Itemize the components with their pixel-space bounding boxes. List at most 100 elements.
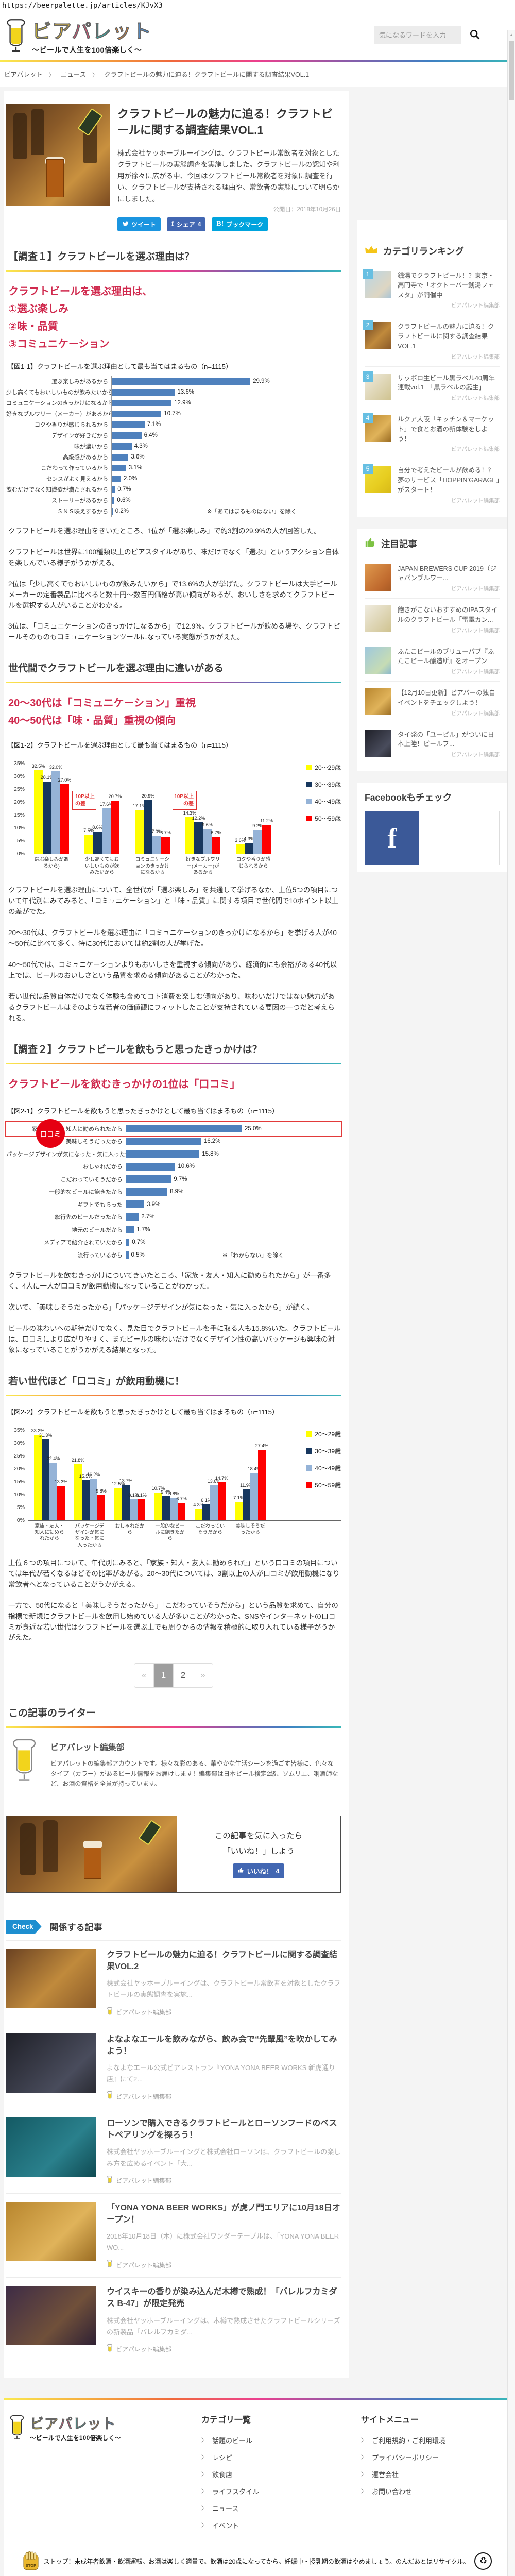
tweet-button[interactable]: ツイート <box>117 217 161 231</box>
ranking-item[interactable]: 5 自分で考えたビールが飲める！？夢のサービス「HOPPIN’GARAGE」がスタ… <box>363 459 500 510</box>
chart-bar: 3.6% <box>235 838 246 854</box>
chart-value-label: 0.7% <box>117 486 131 493</box>
sidebar-thumbnail <box>365 564 391 591</box>
chart-row: 地元のビールだから 1.7% <box>6 1223 341 1236</box>
site-logo[interactable]: ビアパレット ～ビールで人生を100倍楽しく～ <box>4 15 152 55</box>
footer-link[interactable]: 〉ライフスタイル <box>201 2486 361 2496</box>
beer-glass-icon <box>107 2175 113 2186</box>
featured-item[interactable]: タイ発の「ユーピル」がついに日本上陸！ビールフ... ビアパレット編集部 <box>365 723 500 765</box>
chart-row: デザインが好きだから 6.4% <box>6 430 341 441</box>
related-article-body: よなよなエールを飲みながら、飲み会で“先輩風”を吹かしてみよう！ よなよなエール公… <box>107 2033 341 2102</box>
featured-item[interactable]: ふたこビールのブリューパブ『ふたこビール醸造所』をオープン ビアパレット編集部 <box>365 640 500 682</box>
sidebar-thumbnail <box>365 688 391 715</box>
chart-value-label: 22.4% <box>46 1455 60 1461</box>
site-header: ビアパレット ～ビールで人生を100倍楽しく～ <box>0 10 515 60</box>
footer-link[interactable]: 〉お問い合わせ <box>361 2486 445 2496</box>
pagination-prev[interactable]: « <box>134 1664 154 1688</box>
ranking-item[interactable]: 2 クラフトビールの魅力に迫る！クラフトビールに関する調査結果VOL.1 ビアパレッ… <box>363 315 500 367</box>
footer-link[interactable]: 〉イベント <box>201 2520 361 2530</box>
breadcrumb-item[interactable]: ニュース <box>60 71 87 78</box>
featured-item[interactable]: 【12月10日更新】ビアバーの独自イベントをチェックしよう！ ビアパレット編集部 <box>365 682 500 723</box>
scrollbar[interactable]: ▲ <box>507 30 515 2576</box>
decor-beer-foam <box>83 1840 102 1848</box>
y-axis-tick-label: 10% <box>13 1491 25 1498</box>
chart-value-label: 11.2% <box>260 818 273 824</box>
paragraph: 20～30代は、クラフトビールを選ぶ理由に「コミュニケーションのきっかけになるか… <box>8 929 337 948</box>
subheading-red: 40～50代は「味・品質」重視の傾向 <box>8 715 176 727</box>
sidebar-thumbnail <box>365 647 391 674</box>
scrollbar-up-arrow[interactable]: ▲ <box>509 32 513 37</box>
logo-char: ッ <box>112 21 132 43</box>
rank-number-badge: 3 <box>363 371 373 382</box>
y-axis-tick-label: 30% <box>13 773 25 780</box>
breadcrumb-item[interactable]: ビアパレット <box>4 71 43 78</box>
chart-bar-track: 0.7% <box>111 484 341 495</box>
chart-value-label: 10.7% <box>164 411 181 417</box>
legend-label: 30～39歳 <box>315 781 341 789</box>
related-article-item[interactable]: 「YONA YONA BEER WORKS」が虎ノ門エリアに10月18日オープン… <box>6 2194 341 2278</box>
chart-bar-group: 32.5% 28.1% 32.0% 27.0% <box>32 764 71 854</box>
search-button[interactable] <box>466 26 484 44</box>
legend-entry: 20～29歳 <box>306 763 341 772</box>
author-name: ビアパレット編集部 <box>116 2009 171 2016</box>
pagination: «1 2 » <box>6 1663 341 1688</box>
ranking-item[interactable]: 1 銭湯でクラフトビール！？東京・高円寺で「オクトーバー銭湯フェスタ」が開催中 ビア… <box>363 264 500 316</box>
footer-link[interactable]: 〉話題のビール <box>201 2435 361 2445</box>
footer-link[interactable]: 〉ご利用規約・ご利用環境 <box>361 2435 445 2445</box>
survey1-key-points: クラフトビールを選ぶ理由は、 ①選ぶ楽しみ ②味・品質 ③コミュニケーション <box>6 283 341 353</box>
chart-value-label: 20.7% <box>108 793 122 799</box>
featured-item[interactable]: JAPAN BREWERS CUP 2019（ジャパンブルワー... ビアパレット… <box>365 557 500 599</box>
footer-link[interactable]: 〉レシピ <box>201 2452 361 2462</box>
chart-category-label: 流行っているから <box>77 1252 123 1259</box>
sidebar-thumbnail-wrap <box>365 647 391 676</box>
y-axis-tick-label: 0% <box>16 1517 25 1523</box>
pagination-page[interactable]: 1 <box>154 1664 174 1688</box>
pagination-next[interactable]: » <box>200 1670 205 1681</box>
related-article-item[interactable]: クラフトビールの魅力に迫る！クラフトビールに関する調査結果VOL.2 株式会社ヤッ… <box>6 1941 341 2025</box>
chart-plot-area: 0% 5% 10% 15% 20% 25% 30% 35% 32.5% 28.1% 32.0% 27.… <box>14 760 341 857</box>
stop-hand-icon: STOP <box>23 2551 39 2572</box>
chevron-right-icon: 〉 <box>201 2454 207 2461</box>
footer-link[interactable]: 〉飲食店 <box>201 2469 361 2479</box>
writer-name[interactable]: ビアパレット編集部 <box>50 1743 125 1753</box>
y-axis-tick-label: 15% <box>13 812 25 819</box>
related-article-item[interactable]: よなよなエールを飲みながら、飲み会で“先輩風”を吹かしてみよう！ よなよなエール公… <box>6 2025 341 2110</box>
chart-bar <box>126 1162 176 1171</box>
ranking-item[interactable]: 3 サッポロ生ビール黒ラベル40周年連載vol.1 「黒ラベルの誕生」 ビアパレット… <box>363 367 500 408</box>
paragraph: 次いで、「美味しそうだったから」「パッケージデザインが気になった・気に入ったから… <box>8 1303 314 1311</box>
footer-link[interactable]: 〉運営会社 <box>361 2469 445 2479</box>
chart-value-label: 31.3% <box>39 1433 53 1438</box>
related-article-item[interactable]: ウイスキーの香りが染み込んだ木樽で熟成！「バレルフカミダス B-47」が限定発売… <box>6 2278 341 2362</box>
chart-bar: 15.5% <box>79 1473 92 1520</box>
featured-item[interactable]: 飽きがこないおすすめのIPAスタイルのクラフトビール「雷電カン... ビアパレット… <box>365 599 500 640</box>
writer-bio: ビアパレットの編集部アカウントです。様々な彩のある、華やかな生活シーンを過ごす皆… <box>50 1760 338 1787</box>
facebook-page-plugin[interactable]: f <box>365 811 500 865</box>
sidebar-item-title: 【12月10日更新】ビアバーの独自イベントをチェックしよう！ <box>398 689 495 706</box>
facebook-share-button[interactable]: f シェア 4 <box>167 217 206 231</box>
chart-category-label: 一般的なビールに飽きたから <box>49 1189 123 1196</box>
footer-link[interactable]: 〉プライバシーポリシー <box>361 2452 445 2462</box>
scrollbar-thumb[interactable] <box>509 41 514 100</box>
chart-plot-area: 0% 5% 10% 15% 20% 25% 30% 35% 33.2% 31.3% 22.4% 13.… <box>14 1427 341 1523</box>
ranking-item[interactable]: 4 ルクア大阪「キッチン＆マーケット」で食とお酒の新体験をしよう！ ビアパレット編集… <box>363 408 500 460</box>
published-date: 公開日：2018年10月26日 <box>273 206 341 213</box>
logo-char: ト <box>132 21 152 43</box>
hatena-bookmark-button[interactable]: B! ブックマーク <box>212 217 268 231</box>
legend-swatch <box>306 765 312 771</box>
logo-char: レ <box>73 2416 88 2432</box>
search-input[interactable] <box>374 26 461 44</box>
paragraph: クラフトビールを飲むきっかけについてきいたところ、「家族・友人・知人に勧められた… <box>8 1272 331 1290</box>
chart-value-label: 0.6% <box>117 497 131 504</box>
sidebar-facebook-box: Facebookもチェック f <box>357 783 507 872</box>
footer-link[interactable]: 〉ニュース <box>201 2503 361 2513</box>
pagination-page[interactable]: 2 <box>174 1664 193 1688</box>
facebook-like-button[interactable]: いいね！ 4 <box>232 1863 285 1879</box>
thumbs-up-icon <box>238 1867 244 1875</box>
chart-value-label: 7.1% <box>233 1495 244 1501</box>
logo-wordmark: ビアパレット <box>32 15 152 44</box>
chart-category-label: 美味しそうだったから <box>66 1139 123 1145</box>
footer-logo[interactable]: ビアパレット ～ビールで人生を100倍楽しく～ <box>8 2413 201 2442</box>
chevron-right-icon: 〉 <box>201 2488 207 2495</box>
related-article-item[interactable]: ローソンで購入できるクラフトビールとローソンフードのベストペアリングを探ろう！ 株… <box>6 2109 341 2194</box>
sidebar-thumbnail-wrap <box>365 730 391 759</box>
